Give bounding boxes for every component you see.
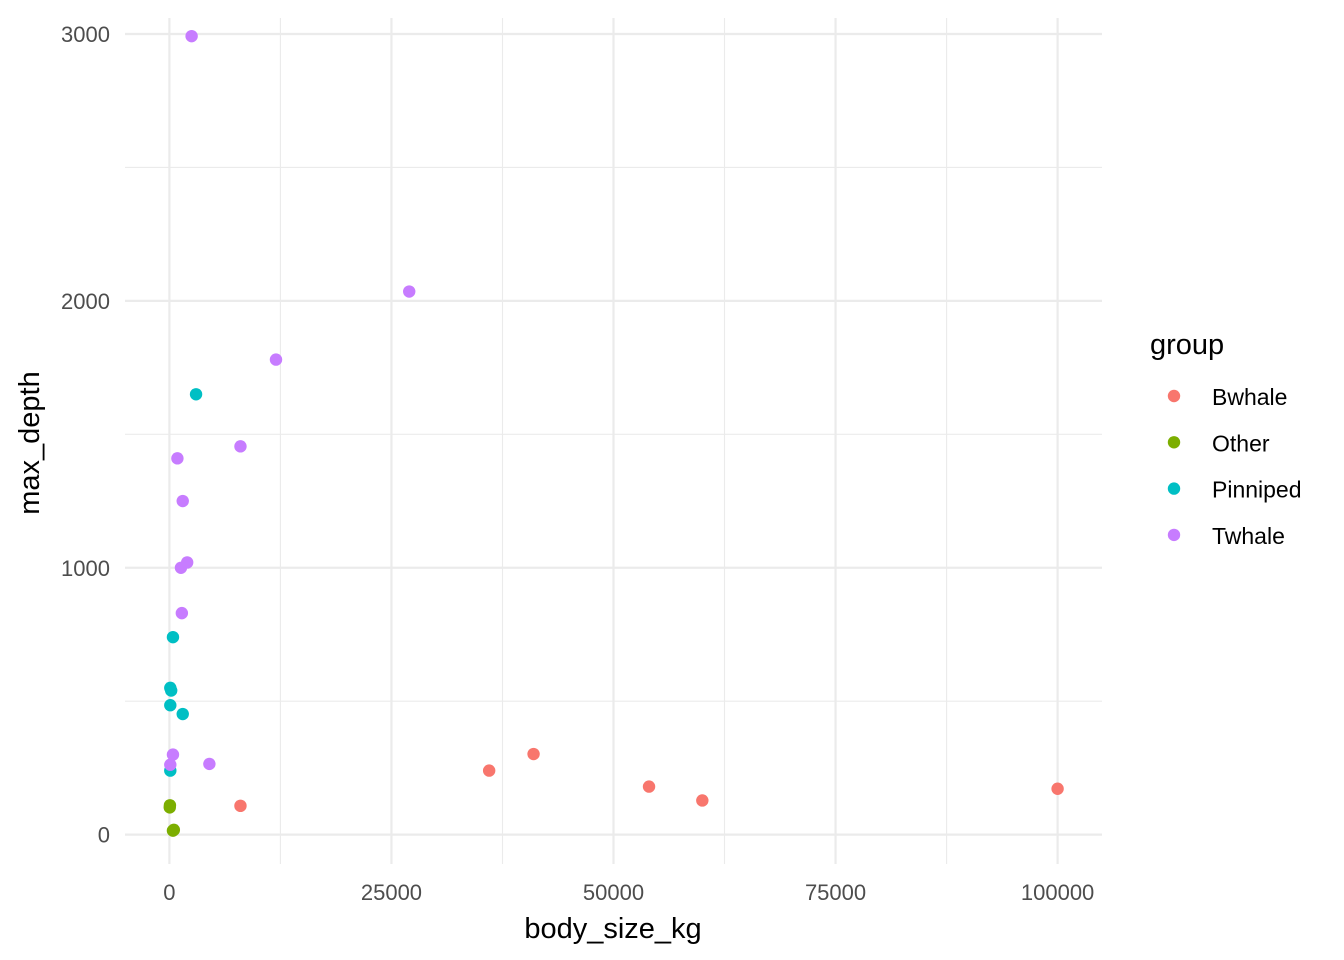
legend-title: group xyxy=(1150,329,1224,361)
data-point-pinniped xyxy=(189,388,203,401)
data-point-twhale xyxy=(185,29,198,43)
data-point-twhale xyxy=(176,494,189,508)
x-tick-label: 25000 xyxy=(361,880,422,905)
x-axis: 0 25000 50000 75000 100000 xyxy=(163,880,1094,905)
legend-key-bwhale xyxy=(1167,389,1181,403)
legend-key-twhale xyxy=(1167,528,1181,542)
x-tick-label: 75000 xyxy=(805,880,866,905)
legend-key-pinniped xyxy=(1167,482,1181,495)
data-point-twhale xyxy=(166,748,180,761)
grid xyxy=(125,18,1102,864)
x-axis-title: body_size_kg xyxy=(524,913,701,945)
x-tick-label: 0 xyxy=(163,880,175,905)
data-point-twhale xyxy=(203,757,216,771)
x-tick-label: 50000 xyxy=(583,880,644,905)
data-point-twhale xyxy=(403,285,416,298)
data-point-twhale xyxy=(174,561,188,574)
legend-label-bwhale: Bwhale xyxy=(1212,384,1287,410)
data-point-pinniped xyxy=(176,707,189,721)
legend-label-pinniped: Pinniped xyxy=(1212,477,1302,503)
data-point-pinniped xyxy=(166,630,180,644)
data-point-twhale xyxy=(175,606,189,620)
legend-label-twhale: Twhale xyxy=(1212,523,1285,549)
data-point-twhale xyxy=(164,758,177,771)
data-point-twhale xyxy=(234,440,247,453)
data-point-bwhale xyxy=(642,780,656,793)
data-point-bwhale xyxy=(234,799,247,813)
y-tick-label: 1000 xyxy=(61,556,110,581)
y-tick-label: 3000 xyxy=(61,22,110,47)
data-points xyxy=(163,29,1064,837)
x-tick-label: 100000 xyxy=(1021,880,1094,905)
data-point-bwhale xyxy=(482,764,496,777)
legend-key-other xyxy=(1167,436,1181,449)
data-point-twhale xyxy=(269,353,283,366)
data-point-other xyxy=(167,823,181,837)
data-point-bwhale xyxy=(696,794,709,807)
data-point-bwhale xyxy=(527,747,540,761)
data-point-pinniped xyxy=(164,684,178,697)
legend: group Bwhale Other Pinniped Twhale xyxy=(1150,329,1302,549)
data-point-twhale xyxy=(171,452,184,465)
data-point-pinniped xyxy=(164,699,177,712)
y-axis: 0 1000 2000 3000 xyxy=(61,22,110,848)
data-point-bwhale xyxy=(1051,782,1064,795)
y-tick-label: 0 xyxy=(98,823,110,848)
y-tick-label: 2000 xyxy=(61,289,110,314)
y-axis-title: max_depth xyxy=(14,371,46,515)
data-point-other xyxy=(163,799,177,812)
legend-label-other: Other xyxy=(1212,430,1270,456)
